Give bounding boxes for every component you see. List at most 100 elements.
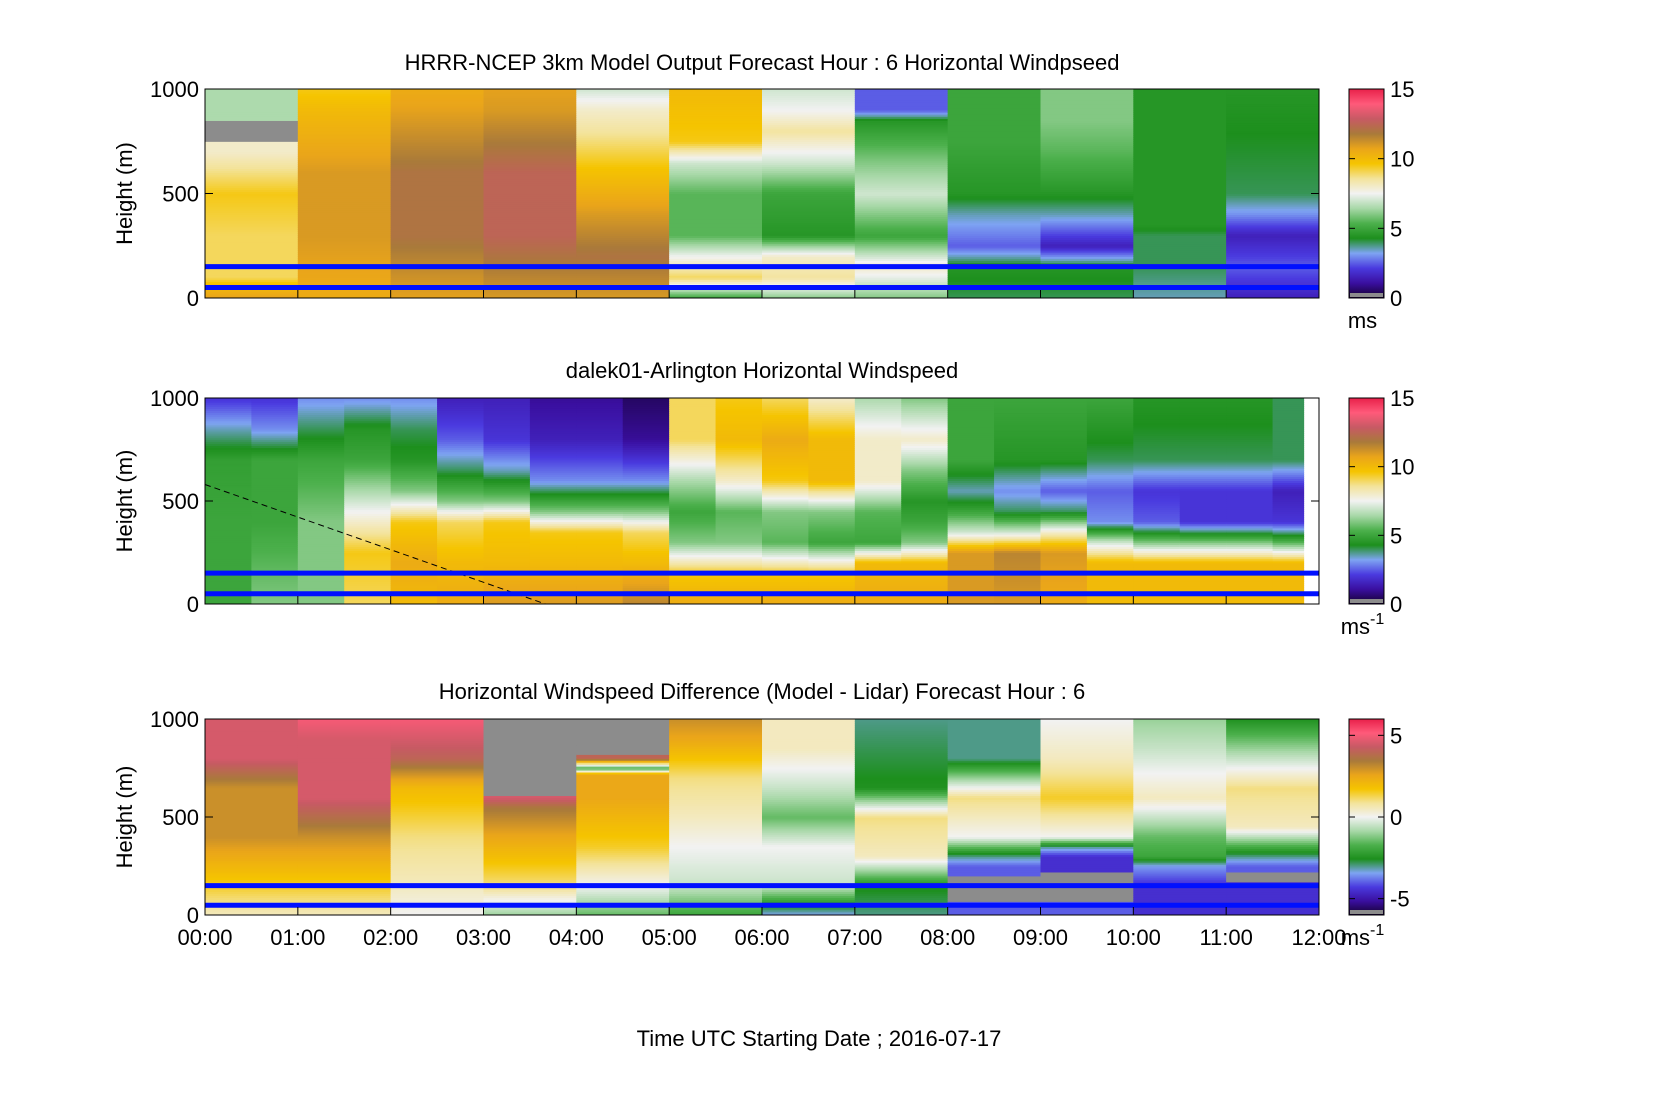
- heatmap-cell: [297, 235, 392, 238]
- heatmap-cell: [1179, 404, 1227, 407]
- heatmap-cell: [901, 443, 949, 446]
- heatmap-cell: [669, 544, 717, 547]
- heatmap-cell: [390, 279, 485, 282]
- heatmap-cell: [1179, 490, 1227, 494]
- heatmap-cell: [297, 579, 345, 582]
- heatmap-cell: [1133, 787, 1227, 791]
- heatmap-cell: [1086, 437, 1134, 440]
- heatmap-cell: [947, 817, 1042, 820]
- heatmap-cell: [1040, 132, 1134, 136]
- heatmap-cell: [854, 597, 902, 601]
- heatmap-cell: [529, 437, 577, 440]
- heatmap-cell: [762, 256, 856, 259]
- heatmap-cell: [1179, 507, 1227, 510]
- heatmap-cell: [437, 552, 485, 556]
- heatmap-cell: [1133, 822, 1227, 826]
- heatmap-cell: [1226, 909, 1319, 912]
- heatmap-cell: [1179, 455, 1227, 459]
- heatmap-cell: [483, 139, 577, 142]
- heatmap-cell: [297, 468, 345, 471]
- heatmap-cell: [1272, 575, 1305, 578]
- heatmap-cell: [901, 575, 949, 578]
- heatmap-cell: [854, 595, 902, 599]
- heatmap-cell: [297, 521, 345, 525]
- heatmap-cell: [1040, 856, 1134, 859]
- heatmap-cell: [1133, 799, 1227, 802]
- heatmap-cell: [1086, 490, 1134, 494]
- heatmap-cell: [344, 406, 392, 409]
- heatmap-cell: [715, 529, 763, 533]
- heatmap-cell: [762, 402, 810, 405]
- heatmap-cell: [1272, 585, 1305, 589]
- heatmap-cell: [669, 484, 717, 488]
- heatmap-cell: [1226, 875, 1319, 879]
- heatmap-cell: [483, 459, 531, 463]
- heatmap-cell: [669, 256, 763, 259]
- heatmap-cell: [1133, 581, 1181, 584]
- heatmap-cell: [715, 585, 763, 589]
- heatmap-cell: [390, 740, 485, 744]
- heatmap-cell: [1226, 189, 1319, 193]
- heatmap-cell: [437, 486, 485, 490]
- heatmap-cell: [251, 496, 299, 500]
- heatmap-cell: [669, 542, 717, 545]
- heatmap-cell: [1226, 459, 1274, 463]
- heatmap-cell: [1226, 486, 1274, 490]
- heatmap-cell: [854, 722, 949, 726]
- heatmap-cell: [1272, 554, 1305, 558]
- heatmap-cell: [297, 601, 345, 604]
- heatmap-cell: [576, 214, 670, 218]
- heatmap-cell: [901, 418, 949, 422]
- heatmap-cell: [1226, 218, 1319, 222]
- heatmap-cell: [669, 777, 763, 781]
- heatmap-cell: [1040, 137, 1134, 140]
- heatmap-cell: [1040, 895, 1134, 898]
- heatmap-cell: [483, 764, 577, 767]
- heatmap-cell: [1226, 164, 1319, 167]
- heatmap-cell: [762, 422, 810, 426]
- y-tick-label: 1000: [150, 77, 199, 102]
- heatmap-cell: [576, 492, 624, 496]
- heatmap-cell: [1179, 525, 1227, 529]
- heatmap-cell: [669, 220, 763, 224]
- heatmap-cell: [808, 420, 856, 424]
- heatmap-cell: [947, 222, 1042, 226]
- heatmap-cell: [1226, 501, 1274, 504]
- heatmap-cell: [901, 414, 949, 418]
- heatmap-cell: [390, 730, 485, 734]
- heatmap-cell: [483, 807, 577, 810]
- heatmap-cell: [576, 797, 670, 800]
- heatmap-cell: [1179, 482, 1227, 486]
- heatmap-cell: [947, 180, 1042, 184]
- heatmap-cell: [1040, 498, 1088, 502]
- heatmap-cell: [669, 913, 763, 915]
- heatmap-cell: [947, 433, 995, 436]
- heatmap-cell: [205, 722, 299, 726]
- heatmap-cell: [947, 832, 1042, 836]
- heatmap-cell: [483, 519, 531, 523]
- heatmap-cell: [1040, 583, 1088, 587]
- heatmap-cell: [576, 141, 670, 144]
- heatmap-cell: [1133, 913, 1227, 915]
- heatmap-cell: [1133, 476, 1181, 479]
- heatmap-cell: [1226, 509, 1274, 512]
- heatmap-cell: [947, 773, 1042, 777]
- heatmap-cell: [251, 408, 299, 411]
- heatmap-cell: [205, 490, 253, 494]
- heatmap-cell: [1179, 536, 1227, 539]
- heatmap-cell: [483, 180, 577, 184]
- heatmap-cell: [854, 840, 949, 844]
- heatmap-cell: [947, 726, 1042, 730]
- heatmap-cell: [854, 134, 949, 138]
- heatmap-cell: [622, 587, 670, 591]
- heatmap-cell: [1226, 895, 1319, 898]
- heatmap-cell: [762, 465, 810, 469]
- heatmap-cell: [1040, 206, 1134, 209]
- heatmap-cell: [297, 846, 392, 849]
- heatmap-cell: [576, 852, 670, 855]
- heatmap-cell: [390, 533, 438, 537]
- heatmap-cell: [576, 252, 670, 255]
- heatmap-cell: [1226, 428, 1274, 432]
- heatmap-cell: [762, 199, 856, 203]
- heatmap-cell: [576, 180, 670, 184]
